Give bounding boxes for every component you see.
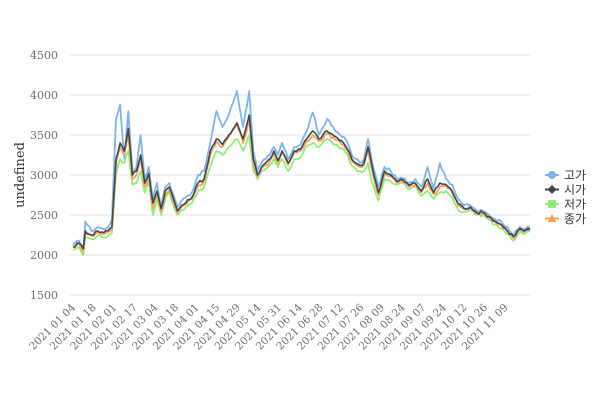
y-axis: 1500 2000 2500 3000 3500 4000 4500: [30, 49, 58, 302]
y-tick-label: 3500: [30, 129, 58, 142]
y-tick-label: 4500: [30, 49, 58, 62]
y-tick-label: 2000: [30, 249, 58, 262]
y-axis-title: undefined: [13, 142, 28, 208]
y-tick-label: 3000: [30, 169, 58, 182]
y-tick-label: 2500: [30, 209, 58, 222]
y-tick-label: 1500: [30, 289, 58, 302]
series-line-0: [72, 90, 531, 252]
legend-item[interactable]: 시가: [545, 183, 586, 197]
series-line-1: [72, 114, 531, 250]
legend-label: 저가: [564, 198, 586, 212]
legend-marker: [547, 185, 557, 194]
series-lines: [72, 90, 531, 256]
legend-label: 종가: [564, 212, 586, 226]
legend-item[interactable]: 종가: [545, 212, 586, 226]
legend-label: 시가: [564, 183, 586, 197]
legend-marker: [547, 214, 557, 222]
legend-marker: [548, 200, 556, 208]
legend-item[interactable]: 고가: [545, 169, 586, 183]
legend-label: 고가: [564, 169, 586, 183]
legend-item[interactable]: 저가: [545, 198, 586, 212]
y-tick-label: 4000: [30, 89, 58, 102]
legend-marker: [548, 171, 556, 179]
